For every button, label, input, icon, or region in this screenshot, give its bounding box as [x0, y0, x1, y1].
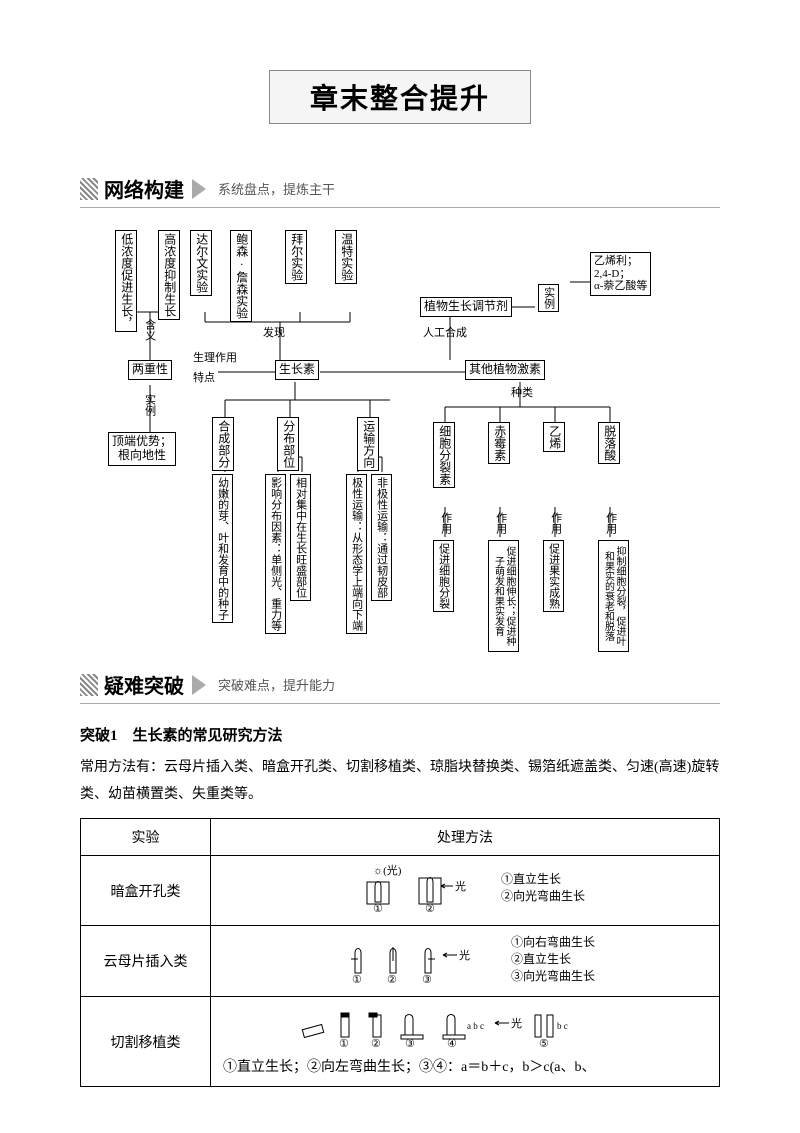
node-aba: 脱落酸: [598, 422, 620, 464]
label-eg: 实例: [538, 284, 559, 312]
node-e3: 促进果实成熟: [543, 540, 564, 612]
node-dist-detail2: 相对集中在生长旺盛部位: [290, 474, 311, 601]
node-dist-detail1: 影响分布因素：单侧光、重力等: [265, 474, 286, 634]
svg-text:光: 光: [455, 879, 466, 893]
title-frame: 章末整合提升: [269, 70, 531, 124]
svg-text:⑤: ⑤: [539, 1038, 549, 1049]
stripe-icon: [80, 674, 98, 696]
svg-text:光: 光: [459, 948, 470, 962]
row2-method: 光 ① ② ③ ①向右弯曲生长 ②直立生长 ③向光弯曲生长: [211, 926, 720, 997]
table-row: 云母片插入类 光 ① ② ③ ①向右弯曲生长 ②直立生长 ③向光弯曲生长: [81, 926, 720, 997]
node-ga: 赤霉素: [488, 422, 510, 464]
page-title: 章末整合提升: [310, 84, 490, 115]
svg-text:b c: b c: [557, 1021, 568, 1031]
label-kinds: 种类: [508, 385, 536, 402]
cut-transplant-fig: a b c 光 b c ① ② ③ ④ ⑤: [295, 1005, 635, 1049]
svg-text:①: ①: [352, 974, 362, 983]
node-apex: 顶端优势； 根向地性: [108, 432, 176, 466]
node-bayer: 拜尔实验: [285, 230, 307, 284]
row1-name: 暗盒开孔类: [81, 856, 211, 926]
col-method: 处理方法: [211, 819, 720, 856]
node-dist: 分布部位: [277, 417, 299, 471]
svg-text:☼(光): ☼(光): [373, 864, 402, 877]
table-row: 切割移植类 a b c 光 b c ①: [81, 997, 720, 1087]
concept-diagram: 低浓度促进生长， 高浓度抑制生长 达尔文实验 鲍森·詹森实验 拜尔实验 温特实验…: [90, 222, 710, 652]
label-effect2: 作用: [491, 510, 510, 536]
label-effect1: 作用: [436, 510, 455, 536]
svg-text:a b c: a b c: [467, 1021, 484, 1031]
svg-text:②: ②: [425, 903, 435, 912]
breakthrough-heading: 突破1 生长素的常见研究方法: [80, 724, 720, 745]
svg-text:②: ②: [387, 974, 397, 983]
label-meaning: 含义: [140, 317, 159, 343]
col-experiment: 实验: [81, 819, 211, 856]
row2-results: ①向右弯曲生长 ②直立生长 ③向光弯曲生长: [511, 934, 595, 984]
svg-text:④: ④: [447, 1038, 457, 1049]
label-effect4: 作用: [601, 510, 620, 536]
node-duality: 两重性: [128, 360, 172, 380]
label-discover: 发现: [260, 325, 288, 342]
label-feature: 特点: [190, 370, 218, 387]
node-synth: 合成部分: [212, 417, 234, 471]
node-auxin: 生长素: [275, 360, 319, 380]
row3-name: 切割移植类: [81, 997, 211, 1087]
svg-text:②: ②: [371, 1038, 381, 1049]
row1-method: ☼(光) ① 光 ② ①直立生长 ②向光弯曲生长: [211, 856, 720, 926]
node-eg-list: 乙烯利； 2,4-D； α-萘乙酸等: [590, 252, 651, 296]
node-pgr: 植物生长调节剂: [420, 297, 512, 317]
node-cyto: 细胞分裂素: [433, 422, 455, 488]
triangle-icon: [192, 675, 206, 695]
svg-text:光: 光: [511, 1016, 522, 1030]
node-trans: 运输方向: [357, 417, 379, 471]
section2-title: 疑难突破: [104, 670, 184, 699]
page-title-box: 章末整合提升: [80, 70, 720, 124]
node-other-hormones: 其他植物激素: [465, 360, 545, 380]
svg-text:③: ③: [405, 1038, 415, 1049]
svg-text:①: ①: [373, 903, 383, 912]
darkbox-fig: ☼(光) ① 光 ②: [345, 864, 495, 912]
row2-name: 云母片插入类: [81, 926, 211, 997]
mica-fig: 光 ① ② ③: [335, 935, 505, 983]
row3-method: a b c 光 b c ① ② ③ ④ ⑤ ①直立生长；②向左弯曲生长；③④：a…: [211, 997, 720, 1087]
svg-text:③: ③: [422, 974, 432, 983]
section1-subtitle: 系统盘点，提炼主干: [218, 179, 335, 198]
node-boysen: 鲍森·詹森实验: [230, 230, 252, 322]
row3-bottom: ①直立生长；②向左弯曲生长；③④：a＝b＋c，b＞c(a、b、: [217, 1054, 713, 1078]
node-low-conc: 低浓度促进生长，: [115, 230, 137, 332]
row1-results: ①直立生长 ②向光弯曲生长: [501, 871, 585, 905]
node-eth: 乙烯: [543, 422, 565, 452]
section-difficulty-header: 疑难突破 突破难点，提升能力: [80, 670, 720, 704]
stripe-icon: [80, 178, 98, 200]
methods-table: 实验 处理方法 暗盒开孔类 ☼(光) ① 光 ② ①直立生长 ②向光弯曲生长: [80, 818, 720, 1087]
svg-text:①: ①: [339, 1038, 349, 1049]
label-example: 实例: [140, 392, 159, 418]
section-network-header: 网络构建 系统盘点，提炼主干: [80, 174, 720, 208]
node-e2: 促进细胞伸长；促进种子萌发和果实发育: [488, 540, 519, 652]
label-synthetic: 人工合成: [420, 325, 470, 342]
label-effect3: 作用: [546, 510, 565, 536]
section1-title: 网络构建: [104, 174, 184, 203]
node-trans-detail2: 非极性运输：通过韧皮部: [371, 474, 392, 601]
table-row: 暗盒开孔类 ☼(光) ① 光 ② ①直立生长 ②向光弯曲生长: [81, 856, 720, 926]
node-darwin: 达尔文实验: [190, 230, 212, 296]
node-e4: 抑制细胞分裂，促进叶和果实的衰老和脱落: [598, 540, 629, 652]
node-e1: 促进细胞分裂: [433, 540, 454, 612]
node-went: 温特实验: [335, 230, 357, 284]
node-synth-detail: 幼嫩的芽、叶和发育中的种子: [212, 474, 233, 623]
breakthrough-para: 常用方法有：云母片插入类、暗盒开孔类、切割移植类、琼脂块替换类、锡箔纸遮盖类、匀…: [80, 755, 720, 808]
node-high-conc: 高浓度抑制生长: [158, 230, 180, 320]
table-header-row: 实验 处理方法: [81, 819, 720, 856]
label-function: 生理作用: [190, 350, 240, 367]
node-trans-detail1: 极性运输：从形态学上端向下端: [346, 474, 367, 634]
triangle-icon: [192, 179, 206, 199]
section2-subtitle: 突破难点，提升能力: [218, 675, 335, 694]
